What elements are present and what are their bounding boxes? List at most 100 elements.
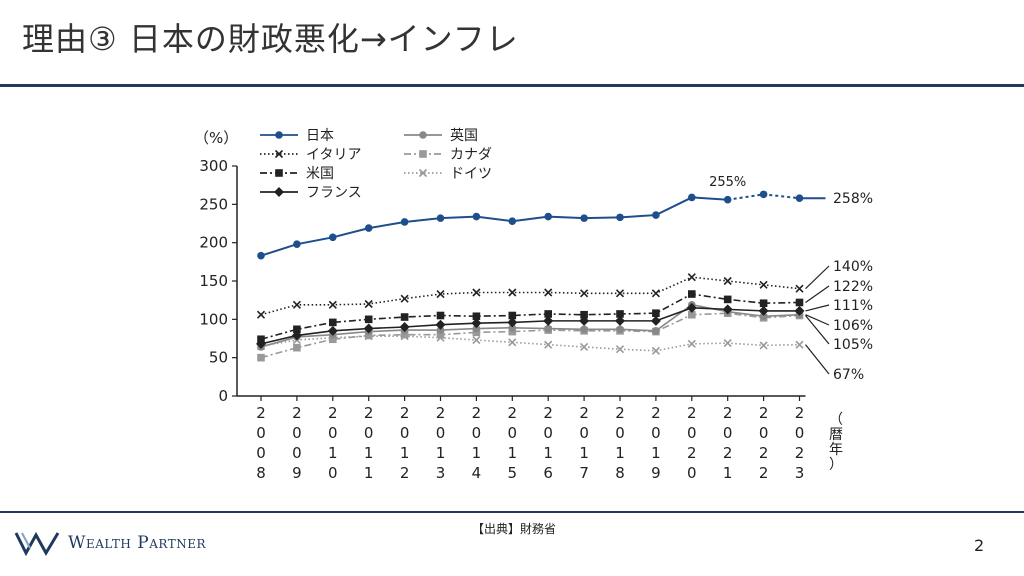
data-point <box>759 280 768 289</box>
data-point <box>400 330 409 339</box>
data-point <box>759 190 768 199</box>
y-tick-label: 150 <box>199 272 228 290</box>
data-point <box>507 317 518 328</box>
legend-label: イタリア <box>306 147 361 163</box>
y-tick-label: 100 <box>199 310 228 328</box>
data-point <box>543 315 554 326</box>
series-line-ドイツ <box>260 335 800 352</box>
data-point <box>508 323 517 332</box>
data-point <box>471 318 482 329</box>
data-point <box>544 288 553 297</box>
legend-swatch-marker <box>275 131 283 139</box>
data-point <box>544 212 552 221</box>
series-line-フランス <box>260 307 800 345</box>
data-point <box>436 330 445 339</box>
data-point <box>436 311 445 320</box>
data-point <box>759 341 768 350</box>
legend-swatch-marker <box>418 168 428 178</box>
data-point <box>616 213 624 222</box>
data-point <box>472 324 481 333</box>
end-label-leader <box>805 304 830 312</box>
company-logo: Wealth Partner <box>14 526 206 560</box>
data-point <box>652 309 660 317</box>
data-point <box>544 340 553 349</box>
end-value-label: 122% <box>833 279 873 295</box>
data-point <box>687 273 696 282</box>
data-point <box>508 311 517 320</box>
end-label-leader <box>805 285 830 303</box>
legend-swatch-marker <box>274 187 284 197</box>
data-point <box>688 193 696 202</box>
legend-swatch-marker <box>419 131 427 139</box>
series-line-日本 <box>260 196 728 257</box>
title-divider <box>0 84 1024 87</box>
legend-label: 英国 <box>450 127 478 144</box>
data-point <box>400 218 409 226</box>
data-point <box>257 251 265 260</box>
data-point <box>328 300 337 309</box>
data-point <box>364 299 373 309</box>
data-point <box>652 327 660 335</box>
data-point <box>508 288 517 297</box>
data-point <box>723 339 732 348</box>
data-point <box>472 312 481 321</box>
data-point <box>580 289 589 298</box>
data-point <box>329 318 337 327</box>
data-point <box>508 327 517 336</box>
data-point <box>256 310 266 319</box>
data-point <box>580 214 588 222</box>
data-point <box>293 240 301 248</box>
data-point <box>758 305 769 316</box>
data-point <box>651 289 660 298</box>
end-value-label: 258% <box>833 191 873 207</box>
data-point <box>722 304 733 315</box>
data-point <box>472 288 481 297</box>
data-point <box>544 310 552 318</box>
data-point <box>400 313 409 321</box>
data-point <box>616 310 624 318</box>
data-point <box>794 305 805 316</box>
end-label-leader <box>805 344 830 375</box>
y-unit-label: （%） <box>194 129 238 147</box>
logo-text: Wealth Partner <box>68 533 206 553</box>
legend-label: フランス <box>306 185 362 201</box>
data-point <box>688 290 696 298</box>
data-point <box>795 340 804 349</box>
data-point <box>580 325 588 334</box>
data-point <box>436 289 445 299</box>
data-point <box>759 299 768 308</box>
data-point <box>723 276 732 286</box>
data-point <box>686 302 697 313</box>
data-point <box>580 310 588 319</box>
data-point <box>616 325 624 334</box>
data-point <box>364 224 373 232</box>
data-point <box>688 310 696 319</box>
data-annotation: 255% <box>709 175 746 190</box>
y-tick-label: 50 <box>209 349 228 367</box>
data-point <box>400 294 409 303</box>
data-point <box>580 342 589 351</box>
y-tick-label: 300 <box>199 157 228 175</box>
data-point <box>472 328 481 337</box>
data-point <box>723 195 732 204</box>
data-point <box>651 346 660 355</box>
legend-label: 米国 <box>306 166 334 182</box>
x-axis-label: （暦年） <box>829 412 843 473</box>
data-point <box>329 335 337 344</box>
series-line-米国 <box>260 293 800 341</box>
legend-label: ドイツ <box>450 166 492 182</box>
data-point <box>364 315 373 324</box>
